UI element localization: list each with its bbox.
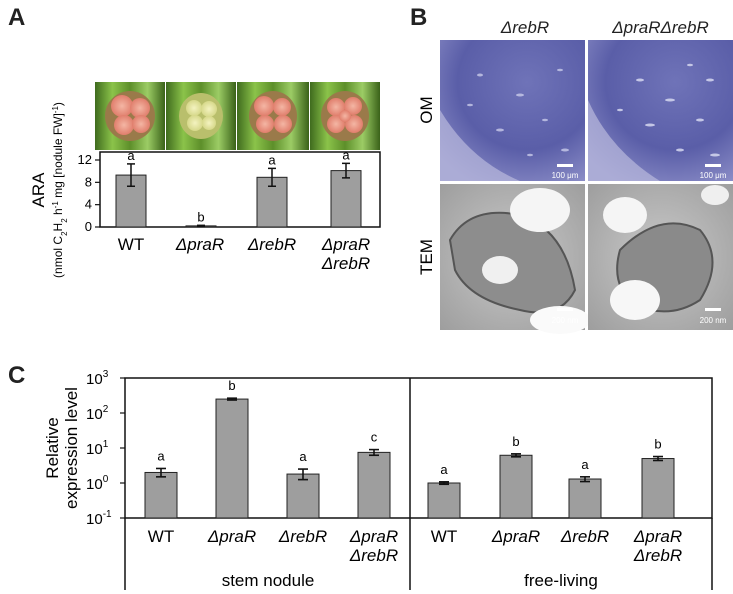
ytick-exp: 1: [103, 439, 109, 450]
panel-b-row-label-om: OM: [417, 96, 436, 123]
panel-a-xlabel-rebr: ΔrebR: [247, 235, 296, 254]
panel-c-y-tick-labels: 103 102 101 100 10-1: [86, 369, 112, 528]
panel-a-xlabel-prar: ΔpraR: [175, 235, 224, 254]
svg-text:102: 102: [86, 404, 109, 423]
significance-letter: c: [371, 430, 378, 445]
scale-label-om-1: 100 μm: [552, 171, 579, 180]
xlabel: ΔpraR: [633, 527, 682, 546]
tem-image-double: [588, 184, 733, 330]
tem-image-rebr: [440, 184, 590, 334]
bar: [215, 398, 249, 519]
nodule-photos: [95, 82, 380, 150]
significance-letter: a: [299, 449, 307, 464]
ytick-base: 10: [86, 511, 103, 528]
panel-c-plot-frame: [124, 377, 713, 519]
om-image-double: [588, 40, 733, 181]
panel-b-col-title-rebr: ΔrebR: [500, 18, 550, 37]
significance-letter: b: [512, 434, 519, 449]
panel-letter-b: B: [410, 4, 428, 31]
panel-a-figure: 0 4 8 12 a b a a ARA (nmol C2H2 h-1 mg [nodule…: [29, 82, 381, 278]
group-label-stem-nodule: stem nodule: [222, 571, 315, 590]
panel-a-xlabel-double-1: ΔpraR: [321, 235, 370, 254]
ytick-exp: -1: [103, 509, 112, 520]
ytick-exp: 3: [103, 369, 109, 380]
bar: [499, 454, 533, 519]
significance-letter: a: [440, 462, 448, 477]
svg-text:101: 101: [86, 439, 109, 458]
y-tick-label: 4: [85, 197, 92, 212]
panel-b-row-label-tem: TEM: [417, 239, 436, 275]
panel-c-x-labels: WT ΔpraR ΔrebR ΔpraR ΔrebR WT ΔpraR Δreb…: [148, 527, 682, 565]
panel-c-bars: a b a c a b a b: [144, 378, 675, 519]
scale-bar-om-1: [557, 164, 573, 167]
ytick-base: 10: [86, 406, 103, 423]
bar: [144, 471, 178, 519]
bar: [427, 482, 461, 519]
significance-letter: b: [654, 437, 661, 452]
svg-text:100: 100: [86, 474, 109, 493]
scale-bar-om-2: [705, 164, 721, 167]
panel-a-plot-frame: [99, 151, 381, 228]
xlabel: ΔpraR: [349, 527, 398, 546]
scale-label-om-2: 100 μm: [700, 171, 727, 180]
group-label-free-living: free-living: [524, 571, 598, 590]
y-tick-label: 8: [85, 174, 92, 189]
panel-c-ylabel-1: Relative: [43, 417, 62, 478]
xlabel: WT: [431, 527, 457, 546]
ytick-base: 10: [86, 476, 103, 493]
ytick-base: 10: [86, 441, 103, 458]
significance-letter: a: [127, 148, 135, 163]
xlabel: ΔrebR: [633, 546, 682, 565]
xlabel: ΔrebR: [278, 527, 327, 546]
significance-letter: b: [228, 378, 235, 393]
panel-letter-c: C: [8, 362, 26, 389]
significance-letter: a: [342, 147, 350, 162]
panel-a-y-ticks: 0 4 8 12: [78, 152, 100, 234]
ytick-exp: 2: [103, 404, 109, 415]
xlabel: ΔrebR: [349, 546, 398, 565]
significance-letter: a: [581, 457, 589, 472]
ytick-exp: 0: [103, 474, 109, 485]
panel-b-figure: 100 μm 100 μm 200 nm 200 nm OM TEM: [417, 40, 733, 334]
significance-letter: a: [157, 448, 165, 463]
scale-bar-tem-1: [557, 308, 573, 311]
svg-text:103: 103: [86, 369, 109, 388]
significance-letter: a: [268, 152, 276, 167]
bar: [641, 458, 675, 519]
scale-label-tem-1: 200 nm: [552, 316, 579, 325]
panel-a-bars: a b a a: [115, 147, 362, 228]
panel-a-xlabel-double-2: ΔrebR: [321, 254, 370, 273]
scale-bar-tem-2: [705, 308, 721, 311]
panel-b-col-title-double: ΔpraRΔrebR: [612, 18, 709, 37]
y-tick-label: 0: [85, 219, 92, 234]
panel-a-ylabel-main: ARA: [29, 172, 48, 208]
y-tick-label: 12: [78, 152, 92, 167]
bar: [286, 473, 320, 519]
bar: [357, 451, 391, 519]
panel-a-xlabel-wt: WT: [118, 235, 144, 254]
xlabel: ΔrebR: [560, 527, 609, 546]
xlabel: WT: [148, 527, 174, 546]
panel-letter-a: A: [8, 4, 26, 31]
panel-c-ylabel-2: expression level: [62, 387, 81, 509]
svg-text:10-1: 10-1: [86, 509, 112, 528]
xlabel: ΔpraR: [207, 527, 256, 546]
panel-c-y-ticks: [120, 377, 125, 519]
ytick-base: 10: [86, 371, 103, 388]
xlabel: ΔpraR: [491, 527, 540, 546]
scale-label-tem-2: 200 nm: [700, 316, 727, 325]
bar: [568, 478, 602, 519]
panel-a-ylabel-units: (nmol C2H2 h-1 mg [nodule FW]-1): [51, 102, 69, 278]
significance-letter: b: [197, 209, 204, 224]
om-image-rebr: [440, 40, 585, 181]
